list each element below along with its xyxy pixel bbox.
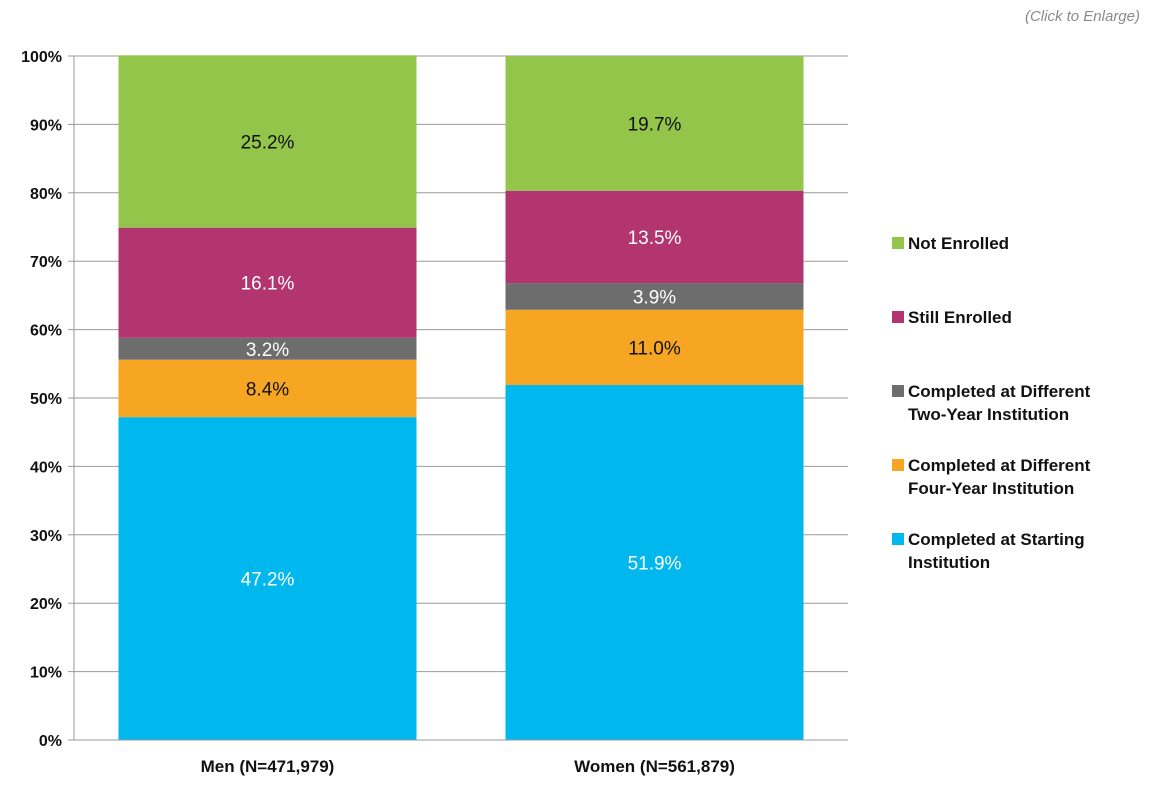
data-label: 3.9% [633,287,676,308]
legend-swatch [892,459,904,471]
legend-label: Completed at Different [908,382,1091,401]
y-tick-label: 80% [30,186,62,203]
legend-label: Four-Year Institution [908,479,1074,498]
axes: 0% 10% 20% 30% 40% 50% 60% 70% 80% 90% 100% Men (N=… [21,49,848,776]
legend-item: Completed at Different Four-Year Institut… [892,456,1091,498]
legend: Not Enrolled Still Enrolled Completed at D… [892,234,1091,572]
data-label: 3.2% [246,340,289,361]
y-tick-label: 90% [30,117,62,134]
y-tick-label: 30% [30,528,62,545]
legend-swatch [892,533,904,545]
y-tick-label: 40% [30,459,62,476]
bars: 47.2% 8.4% 3.2% 16.1% 25.2% 51.9% 11.0% 3.9% 13.… [118,55,804,740]
legend-swatch [892,237,904,249]
bar-segment [505,385,804,740]
data-label: 19.7% [628,114,682,135]
x-category-label: Men (N=471,979) [201,757,335,776]
legend-swatch [892,385,904,397]
bar-segment [118,227,417,338]
y-tick-label: 70% [30,254,62,271]
y-tick-label: 0% [39,733,62,750]
legend-swatch [892,311,904,323]
legend-item: Still Enrolled [892,308,1012,327]
data-label: 13.5% [628,228,682,249]
legend-item: Completed at Starting Institution [892,530,1085,572]
click-to-enlarge-link[interactable]: (Click to Enlarge) [1024,8,1140,25]
y-tick-label: 100% [21,49,62,66]
bar-segment [505,283,804,310]
legend-label: Still Enrolled [908,308,1012,327]
bar-segment [505,190,804,284]
data-label: 47.2% [241,570,295,591]
y-tick-label: 10% [30,665,62,682]
x-category-label: Women (N=561,879) [574,757,735,776]
legend-item: Not Enrolled [892,234,1009,253]
data-label: 11.0% [628,338,681,359]
bar-segment [505,56,804,191]
y-tick-label: 60% [30,323,62,340]
bar-segment [118,359,417,418]
bar-segment [118,337,417,360]
data-label: 8.4% [246,379,289,400]
legend-label: Completed at Different [908,456,1091,475]
data-label: 25.2% [241,133,295,154]
bar-segment [118,55,417,228]
y-tick-label: 50% [30,391,62,408]
data-label: 51.9% [628,554,682,575]
data-label: 16.1% [241,274,295,295]
legend-label: Completed at Starting [908,530,1085,549]
legend-item: Completed at Different Two-Year Instituti… [892,382,1091,424]
legend-label: Not Enrolled [908,234,1009,253]
legend-label: Institution [908,553,990,572]
y-tick-label: 20% [30,596,62,613]
bar-segment [505,309,804,386]
legend-label: Two-Year Institution [908,405,1069,424]
bar-segment [118,417,417,740]
